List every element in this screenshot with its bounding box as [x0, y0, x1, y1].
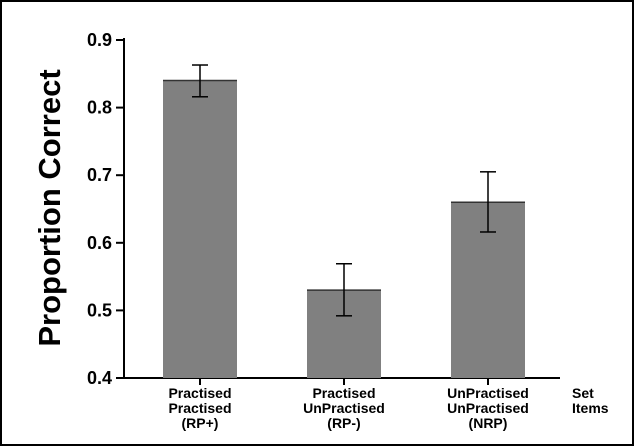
x-category-label: (RP-)	[327, 415, 360, 431]
x-category-label: (NRP)	[469, 415, 508, 431]
x-category-label: Practised	[168, 385, 231, 401]
error-bars	[192, 64, 496, 317]
x-category-label: Practised	[168, 400, 231, 416]
y-tick-label: 0.5	[87, 300, 112, 320]
bars	[163, 79, 525, 378]
y-tick-label: 0.9	[87, 30, 112, 50]
y-ticks: 0.4 0.5 0.6 0.7 0.8 0.9	[87, 30, 124, 388]
bar	[163, 80, 237, 378]
x-category-label: UnPractised	[447, 385, 529, 401]
category-header-label: Set	[572, 385, 594, 401]
x-category-label: UnPractised	[447, 400, 529, 416]
y-tick-label: 0.4	[87, 368, 112, 388]
x-category-labels: PractisedPractised(RP+)PractisedUnPracti…	[168, 378, 609, 431]
y-tick-label: 0.8	[87, 98, 112, 118]
x-category-label: Practised	[312, 385, 375, 401]
y-tick-label: 0.7	[87, 165, 112, 185]
category-header-label: Items	[572, 400, 609, 416]
y-axis-label: Proportion Correct	[32, 69, 67, 346]
x-category-label: (RP+)	[182, 415, 219, 431]
y-tick-label: 0.6	[87, 233, 112, 253]
x-category-label: UnPractised	[303, 400, 385, 416]
